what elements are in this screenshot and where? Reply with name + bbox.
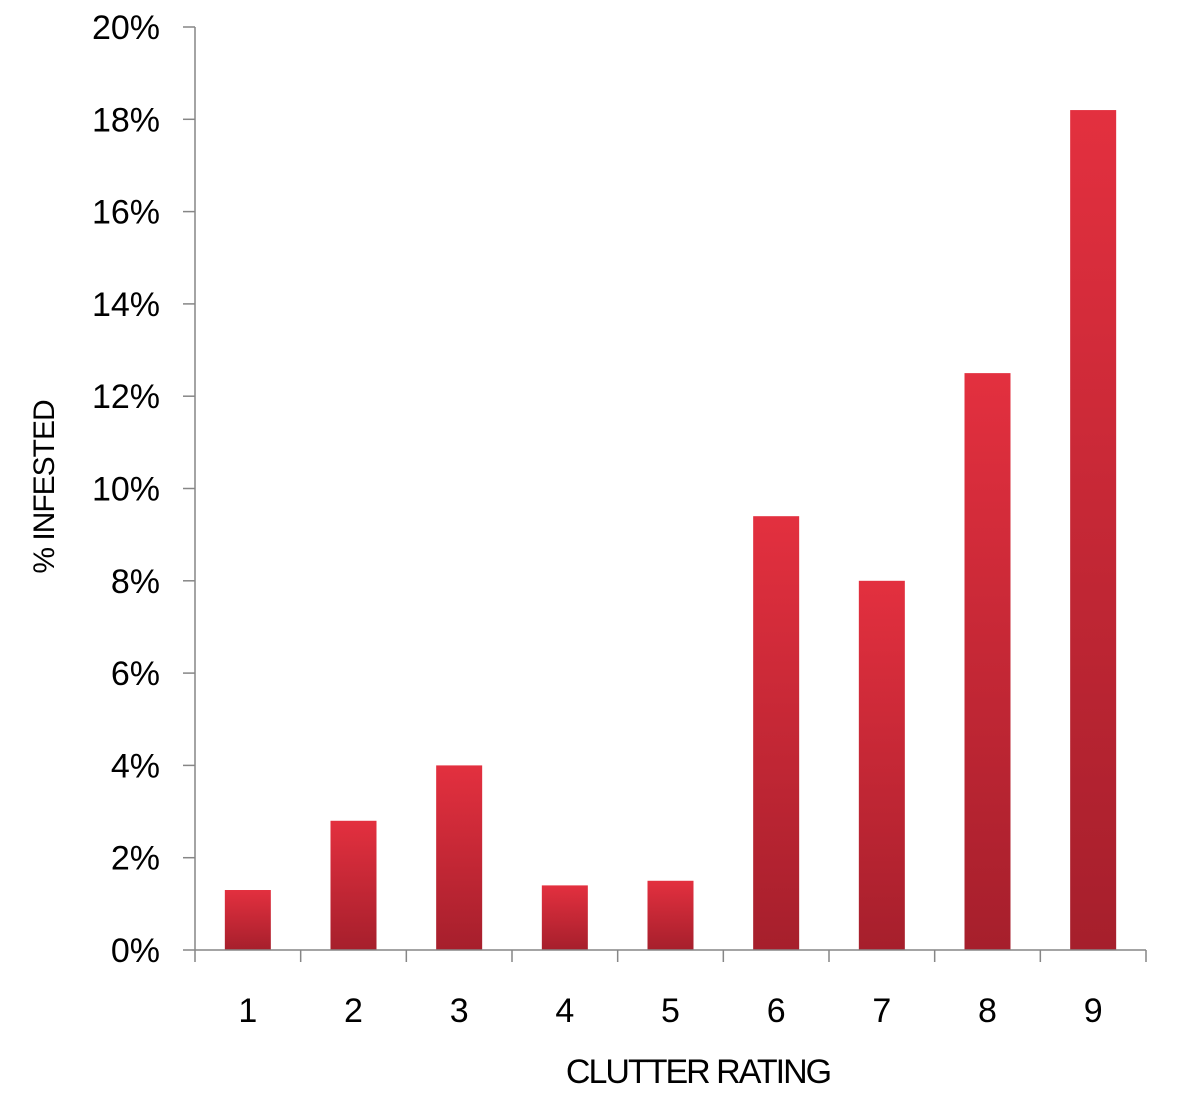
bar-series: [224, 110, 1117, 950]
x-tick-label: 6: [767, 992, 786, 1030]
y-tick-label: 14%: [92, 286, 160, 324]
x-tick-label: 7: [872, 992, 891, 1030]
x-axis-title: CLUTTER RATING: [566, 1053, 830, 1088]
x-axis-ticks: 1 2 3 4 5 6 7 8 9: [194, 950, 1147, 1030]
bar-6: [753, 516, 800, 950]
y-tick-label: 10%: [92, 471, 160, 509]
y-tick-label: 0%: [111, 932, 160, 970]
bar-2: [330, 820, 377, 950]
bar-1: [224, 890, 271, 950]
y-axis-ticks: 0% 2% 4% 6% 8% 10% 12% 14% 16% 18% 20%: [92, 9, 195, 970]
x-tick-label: 2: [344, 992, 363, 1030]
y-tick-label: 16%: [92, 194, 160, 232]
y-tick-label: 8%: [111, 563, 160, 601]
y-axis-title: % INFESTED: [28, 400, 61, 574]
bar-9: [1070, 110, 1117, 950]
bar-3: [436, 765, 483, 950]
x-tick-label: 4: [555, 992, 574, 1030]
y-tick-label: 6%: [111, 655, 160, 693]
y-tick-label: 18%: [92, 101, 160, 139]
y-tick-label: 2%: [111, 840, 160, 878]
bar-5: [647, 880, 694, 950]
bar-8: [964, 373, 1011, 950]
y-tick-label: 12%: [92, 378, 160, 416]
bar-4: [541, 885, 588, 950]
x-tick-label: 3: [450, 992, 469, 1030]
bar-7: [858, 580, 905, 950]
y-tick-label: 4%: [111, 747, 160, 785]
x-tick-label: 1: [238, 992, 257, 1030]
x-tick-label: 8: [978, 992, 997, 1030]
x-tick-label: 5: [661, 992, 680, 1030]
y-tick-label: 20%: [92, 9, 160, 47]
x-tick-label: 9: [1084, 992, 1103, 1030]
